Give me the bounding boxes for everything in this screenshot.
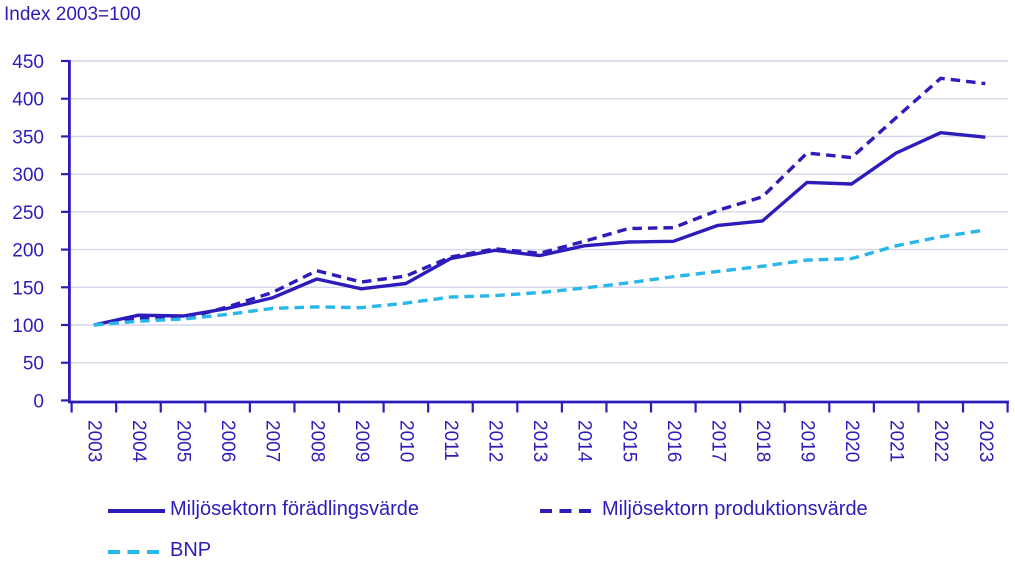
y-tick-label: 100 bbox=[12, 316, 44, 337]
x-tick-label: 2017 bbox=[707, 420, 728, 462]
x-tick-label: 2010 bbox=[395, 420, 416, 462]
x-tick-label: 2011 bbox=[440, 420, 461, 461]
x-tick-label: 2022 bbox=[930, 420, 951, 462]
x-tick-label: 2023 bbox=[975, 420, 996, 462]
x-tick-label: 2014 bbox=[574, 420, 595, 463]
chart-title: Index 2003=100 bbox=[4, 4, 141, 25]
solid-line-swatch-icon bbox=[108, 509, 165, 513]
x-tick-label: 2012 bbox=[485, 420, 506, 462]
x-tick-label: 2016 bbox=[663, 420, 684, 462]
series-line-2 bbox=[93, 228, 986, 327]
dashed-line-swatch-icon bbox=[540, 509, 597, 513]
y-tick-label: 250 bbox=[12, 203, 44, 224]
legend-label-foradlingsvarde: Miljösektorn förädlingsvärde bbox=[170, 498, 420, 520]
x-tick-label: 2020 bbox=[841, 420, 862, 462]
legend-label-produktionsvarde: Miljösektorn produktionsvärde bbox=[602, 498, 868, 520]
x-tick-label: 2004 bbox=[128, 420, 149, 463]
y-tick-label: 50 bbox=[23, 354, 44, 375]
x-tick-label: 2007 bbox=[262, 420, 283, 462]
dashed-cyan-swatch-icon bbox=[108, 550, 165, 554]
legend-label-bnp: BNP bbox=[170, 539, 212, 561]
x-tick-label: 2003 bbox=[83, 420, 104, 462]
line-chart: 0 50 100 150 200 250 300 350 400 450 2003 2004 2005 2… bbox=[12, 52, 1009, 463]
y-tick-label: 400 bbox=[12, 90, 44, 111]
x-tick-label: 2018 bbox=[752, 420, 773, 462]
series-line-1 bbox=[93, 76, 986, 327]
x-tick-label: 2021 bbox=[886, 420, 907, 462]
x-tick-label: 2008 bbox=[306, 420, 327, 462]
y-tick-label: 300 bbox=[12, 165, 44, 186]
x-tick-label: 2013 bbox=[529, 420, 550, 462]
y-tick-label: 0 bbox=[33, 391, 44, 412]
y-tick-label: 150 bbox=[12, 278, 44, 299]
x-tick-label: 2015 bbox=[618, 420, 639, 462]
x-tick-label: 2019 bbox=[797, 420, 818, 462]
series-line-0 bbox=[93, 130, 986, 327]
x-tick-label: 2009 bbox=[351, 420, 372, 462]
y-tick-label: 200 bbox=[12, 241, 44, 262]
y-tick-label: 350 bbox=[12, 127, 44, 148]
x-tick-label: 2005 bbox=[173, 420, 194, 462]
y-tick-label: 450 bbox=[12, 52, 44, 73]
x-tick-label: 2006 bbox=[217, 420, 238, 462]
